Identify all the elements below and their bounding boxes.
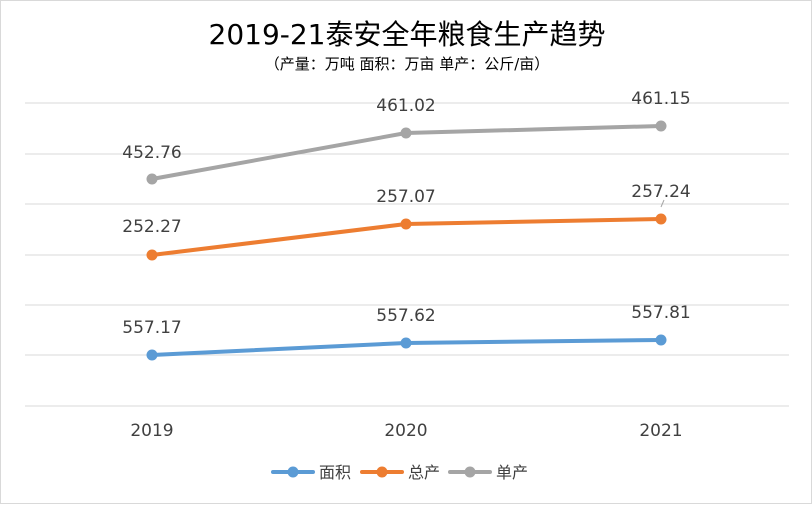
data-point	[400, 218, 412, 230]
legend-label: 面积	[319, 463, 351, 482]
data-point	[400, 337, 412, 349]
data-label: 252.27	[122, 217, 181, 237]
legend-swatch-marker	[464, 466, 476, 478]
legend-label: 总产	[408, 463, 440, 482]
data-label: 257.24	[631, 182, 690, 202]
series-2: 452.76 461.02 461.15	[122, 89, 691, 185]
label-leader-line	[660, 199, 665, 208]
x-tick-label-2021: 2021	[639, 421, 682, 441]
data-label: 452.76	[122, 143, 181, 163]
x-tick-label-2020: 2020	[384, 421, 427, 441]
legend-swatch-marker	[376, 466, 388, 478]
legend-item-2: 单产	[448, 463, 528, 482]
data-point	[655, 213, 667, 225]
data-point	[400, 127, 412, 139]
data-point	[146, 173, 158, 185]
data-label: 461.02	[376, 96, 435, 116]
series-0: 557.17 557.62 557.81	[122, 303, 691, 361]
data-label: 557.81	[631, 303, 690, 323]
x-axis-ticks: 2019 2020 2021	[130, 421, 682, 441]
legend-swatch-marker	[287, 466, 299, 478]
legend-item-0: 面积	[271, 463, 351, 482]
data-point	[146, 249, 158, 261]
x-tick-label-2019: 2019	[130, 421, 173, 441]
series-1: 252.27 257.07 257.24	[122, 182, 691, 261]
data-label: 257.07	[376, 187, 435, 207]
chart-subtitle: （产量：万吨 面积：万亩 单产：公斤/亩）	[265, 55, 550, 73]
legend-item-1: 总产	[360, 463, 440, 482]
data-label: 557.17	[122, 318, 181, 338]
legend-label: 单产	[496, 463, 528, 482]
data-point	[655, 334, 667, 346]
data-label: 461.15	[631, 89, 690, 109]
data-label: 557.62	[376, 306, 435, 326]
data-point	[655, 120, 667, 132]
legend: 面积 总产 单产	[271, 463, 528, 482]
data-point	[146, 349, 158, 361]
chart-title: 2019-21泰安全年粮食生产趋势	[209, 18, 606, 51]
